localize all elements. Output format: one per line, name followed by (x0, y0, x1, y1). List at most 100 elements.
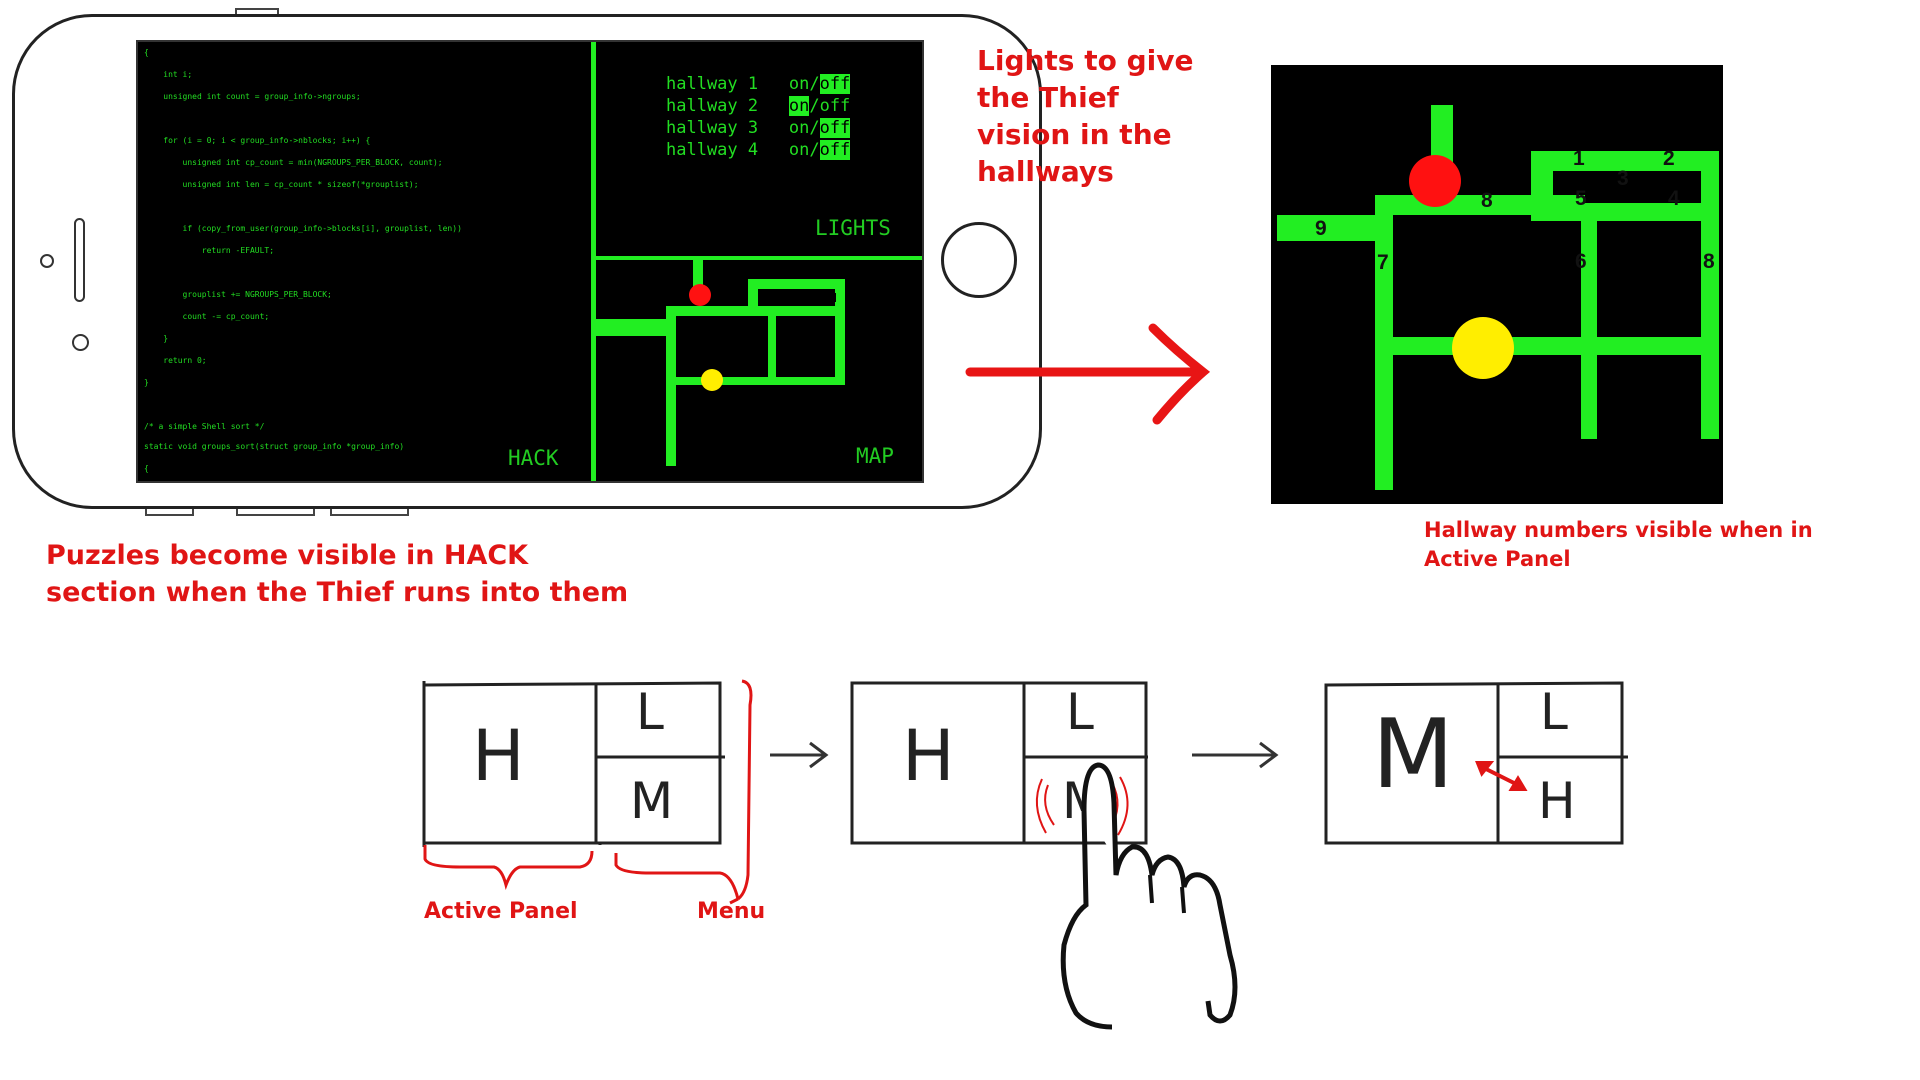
puzzles-note-line: Puzzles become visible in HACK (46, 540, 529, 571)
hall-9 (1277, 215, 1393, 241)
hall-bottom (1375, 337, 1719, 355)
hallway-note-line: Hallway numbers visible when in (1424, 518, 1813, 542)
guard-marker (701, 369, 723, 391)
mini-hall-connector (748, 279, 758, 316)
mini-hall-left (596, 319, 671, 336)
hallway-number: 3 (1617, 167, 1629, 190)
puzzles-note-line: section when the Thief runs into them (46, 577, 629, 608)
code-line: static void groups_sort(struct group_inf… (144, 442, 405, 451)
panel-divider-horizontal (591, 256, 922, 260)
light-slash: / (809, 118, 820, 138)
layout-sketch-2 (850, 681, 1148, 845)
sketch3-menu-bottom-letter: H (1538, 772, 1576, 830)
mini-hall-bottom (666, 377, 845, 385)
block-3-left (1553, 173, 1607, 189)
hallway-number: 6 (1575, 250, 1587, 273)
code-line: unsigned int cp_count = min(NGROUPS_PER_… (144, 158, 443, 167)
lights-note-line: Lights to give (977, 44, 1194, 77)
phone-screen: { int i; unsigned int count = group_info… (136, 40, 924, 483)
mini-hall-west (666, 306, 676, 466)
code-line: int i; (144, 70, 193, 79)
light-off-option[interactable]: off (819, 74, 851, 94)
code-line: count -= cp_count; (144, 312, 270, 321)
code-line: return 0; (144, 356, 207, 365)
light-off-option[interactable]: off (819, 118, 851, 138)
mini-hall-upper (748, 279, 845, 289)
code-line: /* a simple Shell sort */ (144, 422, 265, 431)
phone-camera (40, 254, 54, 268)
code-line: { (144, 464, 149, 473)
code-line: { (144, 48, 149, 57)
light-toggle-row[interactable]: hallway 4 on/off (666, 140, 851, 160)
active-map-panel[interactable]: 1 2 3 4 5 6 7 8 8 9 (1271, 65, 1723, 504)
tap-hand-icon (1060, 762, 1238, 1030)
mini-hall-top-long (666, 306, 845, 316)
light-off-option[interactable]: off (819, 140, 851, 160)
thief-marker (689, 284, 711, 306)
light-toggle-row[interactable]: hallway 2 on/off (666, 96, 850, 116)
hallway-name: hallway 4 (666, 140, 759, 160)
code-line: if (copy_from_user(group_info->blocks[i]… (144, 224, 462, 233)
hallway-name: hallway 2 (666, 96, 759, 116)
light-off-option[interactable]: off (819, 96, 851, 116)
hallway-number: 8 (1703, 250, 1715, 273)
light-on-option[interactable]: on (788, 140, 810, 160)
hallway-name: hallway 3 (666, 118, 759, 138)
hallway-number: 1 (1573, 147, 1585, 170)
lights-note-line: the Thief (977, 81, 1119, 114)
hallway-number: 8 (1481, 189, 1493, 212)
arrow-right-icon (1192, 741, 1279, 769)
lights-panel[interactable]: hallway 1 on/off hallway 2 on/off hallway … (596, 42, 922, 256)
lights-note-line: hallways (977, 155, 1114, 188)
hallway-number: 5 (1575, 187, 1587, 210)
code-line: grouplist += NGROUPS_PER_BLOCK; (144, 290, 332, 299)
hallway-number: 9 (1315, 217, 1327, 240)
hallway-annotation: Hallway numbers visible when in Active P… (1424, 516, 1813, 574)
mini-hall-north (693, 260, 703, 290)
panel-divider-vertical (591, 42, 596, 481)
hallway-number: 2 (1663, 147, 1675, 170)
arrow-right-icon (770, 741, 829, 769)
hallway-name: hallway 1 (666, 74, 759, 94)
swap-arrow-icon (1475, 761, 1528, 791)
hall-5-4 (1531, 203, 1717, 221)
sketch1-menu-bottom-letter: M (630, 772, 674, 830)
sketch3-menu-top-letter: L (1540, 683, 1568, 741)
hack-label: HACK (508, 446, 559, 470)
lights-note-line: vision in the (977, 118, 1172, 151)
puzzles-annotation: Puzzles become visible in HACK section w… (46, 537, 628, 611)
hall-1-2 (1531, 151, 1717, 171)
lights-label: LIGHTS (815, 216, 891, 240)
phone-speaker (74, 218, 85, 302)
hallway-number: 4 (1668, 187, 1680, 210)
right-arrow-icon (965, 323, 1211, 425)
light-toggle-row[interactable]: hallway 1 on/off (666, 74, 851, 94)
light-slash: / (809, 140, 820, 160)
light-on-option[interactable]: on (788, 96, 810, 116)
light-toggle-row[interactable]: hallway 3 on/off (666, 118, 851, 138)
hallway-number: 7 (1377, 251, 1389, 274)
mini-hall-middle (768, 306, 776, 384)
guard-marker-large (1452, 317, 1514, 379)
code-line: } (144, 334, 169, 343)
layout-sketch-3 (1324, 681, 1628, 845)
light-on-option[interactable]: on (788, 118, 810, 138)
code-line: for (i = 0; i < group_info->nblocks; i++… (144, 136, 371, 145)
mini-map[interactable] (596, 260, 924, 483)
code-line: unsigned int len = cp_count * sizeof(*gr… (144, 180, 419, 189)
home-button[interactable] (941, 222, 1017, 298)
mini-hall-east (835, 279, 845, 384)
light-on-option[interactable]: on (788, 74, 810, 94)
code-line: return -EFAULT; (144, 246, 275, 255)
hallway-note-line: Active Panel (1424, 547, 1571, 571)
phone-sensor (72, 334, 89, 351)
code-line: } (144, 378, 149, 387)
lights-annotation: Lights to give the Thief vision in the h… (977, 42, 1193, 190)
sketch1-menu-top-letter: L (636, 683, 664, 741)
sketch2-active-letter: H (902, 715, 955, 797)
map-label: MAP (856, 444, 894, 468)
code-line: unsigned int count = group_info->ngroups… (144, 92, 361, 101)
hack-panel[interactable]: { int i; unsigned int count = group_info… (138, 42, 590, 481)
sketch2-menu-top-letter: L (1066, 683, 1094, 741)
hall-6 (1581, 203, 1597, 439)
